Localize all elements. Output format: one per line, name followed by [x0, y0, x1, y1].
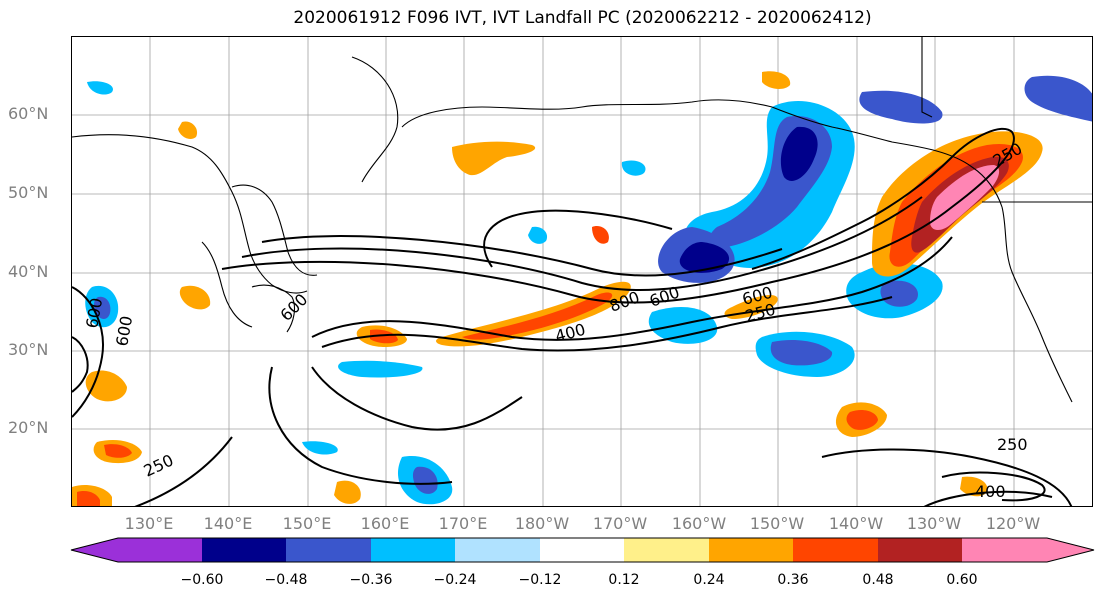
contour-label: 250 [141, 450, 177, 480]
colorbar-tick-label: 0.24 [693, 572, 725, 588]
colorbar-tick-label: −0.12 [518, 572, 562, 588]
lon-label-150e: 150°E [282, 514, 332, 533]
map-panel: 600 600 600 400 800 600 600 250 250 250 … [71, 36, 1093, 507]
colorbar-segment [202, 538, 286, 562]
colorbar-extend-low [71, 538, 118, 562]
lon-label-180w: 180°W [514, 514, 570, 533]
colorbar-tick-label: 0.12 [608, 572, 640, 588]
colorbar-tick-label: −0.24 [433, 572, 477, 588]
colorbar [70, 537, 1095, 563]
map-canvas: 600 600 600 400 800 600 600 250 250 250 … [72, 37, 1092, 506]
lon-label-160w: 160°W [671, 514, 727, 533]
lat-label-60n: 60°N [8, 104, 49, 123]
lon-label-160e: 160°E [360, 514, 410, 533]
lat-label-30n: 30°N [8, 340, 49, 359]
lon-label-170e: 170°E [438, 514, 488, 533]
colorbar-segment [624, 538, 709, 562]
colorbar-segment [878, 538, 962, 562]
lat-label-50n: 50°N [8, 183, 49, 202]
colorbar-tick-label: −0.60 [180, 572, 224, 588]
lon-label-170w: 170°W [592, 514, 648, 533]
colorbar-tick-label: −0.36 [349, 572, 393, 588]
lon-label-130w: 130°W [906, 514, 962, 533]
coastlines [72, 37, 1092, 403]
colorbar-segment [962, 538, 1047, 562]
graticule [72, 37, 1092, 506]
contour-label: 600 [112, 314, 136, 347]
contour-label: 250 [997, 435, 1028, 454]
lon-label-150w: 150°W [749, 514, 805, 533]
colorbar-tick-label: 0.36 [777, 572, 809, 588]
colorbar-outline [70, 537, 1095, 563]
colorbar-tick-label: 0.48 [862, 572, 894, 588]
colorbar-segment [793, 538, 878, 562]
lon-label-140w: 140°W [828, 514, 884, 533]
colorbar-segment [455, 538, 540, 562]
ivt-contours [72, 127, 1073, 506]
colorbar-extend-high [1047, 538, 1094, 562]
colorbar-segment [709, 538, 793, 562]
colorbar-segment [286, 538, 371, 562]
lon-label-120w: 120°W [985, 514, 1041, 533]
contour-label: 600 [276, 290, 311, 325]
lon-label-140e: 140°E [203, 514, 253, 533]
lat-label-40n: 40°N [8, 262, 49, 281]
lat-label-20n: 20°N [8, 418, 49, 437]
lon-label-130e: 130°E [124, 514, 174, 533]
colorbar-segment [118, 538, 202, 562]
negative-ivt-shading [85, 75, 1092, 505]
colorbar-segment [540, 538, 624, 562]
colorbar-segments [71, 538, 1094, 562]
colorbar-segment [371, 538, 455, 562]
map-title: 2020061912 F096 IVT, IVT Landfall PC (20… [293, 8, 872, 28]
colorbar-tick-label: 0.60 [946, 572, 978, 588]
colorbar-tick-label: −0.48 [264, 572, 308, 588]
contour-label: 400 [975, 482, 1006, 501]
contour-label: 600 [647, 282, 682, 310]
